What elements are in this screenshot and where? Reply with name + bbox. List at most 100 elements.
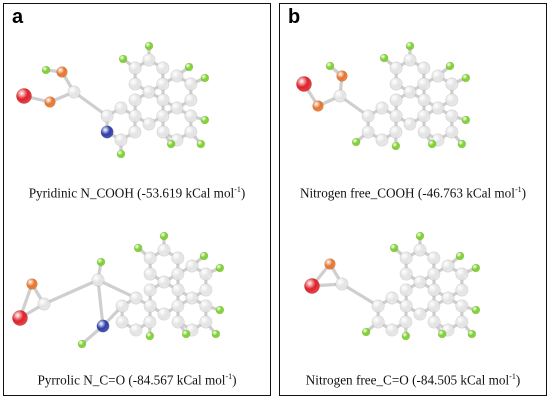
carbon-atom	[156, 93, 170, 107]
hydrogen-atom	[389, 243, 399, 253]
hydrogen-atom	[145, 331, 155, 341]
panel-letter: a	[12, 6, 24, 28]
hydrogen-atom	[471, 305, 481, 315]
carbon-atom	[403, 117, 417, 131]
hydrogen-atom	[199, 251, 209, 261]
carbon-atom	[445, 77, 459, 91]
carbon-atom	[185, 291, 199, 305]
hydrogen-atom	[96, 257, 106, 267]
hydrogen-atom	[41, 65, 51, 75]
carbon-atom	[128, 109, 142, 123]
hydrogen-atom	[457, 139, 467, 149]
hydrogen-atom	[184, 62, 194, 72]
carbon-atom	[143, 299, 157, 313]
carbon-atom	[455, 299, 469, 313]
carbon-atom	[67, 85, 81, 99]
molecule-pyridinic-n-cooh	[12, 41, 225, 349]
caption-pyridinic-n-cooh: Pyridinic N_COOH (-53.619 kCal mol-1)	[4, 185, 270, 201]
carbon-atom	[142, 53, 156, 67]
hydroxyl-oxygen-atom	[336, 70, 348, 82]
hydrogen-atom	[467, 329, 477, 339]
carbon-atom	[375, 101, 389, 115]
carbon-atom	[143, 267, 157, 281]
carbon-atom	[114, 133, 128, 147]
nitrogen-atom	[100, 125, 114, 139]
carbon-atom	[184, 93, 198, 107]
hydrogen-atom	[415, 231, 425, 241]
hydrogen-atom	[144, 41, 154, 51]
caption-close: )	[521, 185, 527, 201]
molecule-nitrogen-free-co-atoms	[304, 231, 481, 341]
caption-superscript: -1	[234, 185, 241, 194]
hydrogen-atom	[200, 115, 210, 125]
carbon-atom	[37, 297, 51, 311]
bond	[42, 278, 100, 306]
carbon-atom	[455, 267, 469, 281]
carbon-atom	[171, 267, 185, 281]
carbon-atom	[128, 93, 142, 107]
carbon-atom	[399, 251, 413, 265]
caption-superscript: -1	[225, 372, 233, 381]
carbon-atom	[399, 299, 413, 313]
nitrogen-atom	[96, 319, 110, 333]
carbon-atom	[143, 251, 157, 265]
panel-letter: b	[288, 6, 301, 28]
hydrogen-atom	[401, 331, 411, 341]
hydroxyl-oxygen-atom	[44, 96, 56, 108]
carbon-atom	[157, 243, 171, 257]
carbon-atom	[417, 93, 431, 107]
carbon-atom	[199, 315, 213, 329]
caption-close: )	[515, 372, 521, 388]
hydrogen-atom	[133, 243, 143, 253]
carbon-atom	[156, 77, 170, 91]
carbon-atom	[403, 85, 417, 99]
carbon-atom	[445, 109, 459, 123]
carbon-atom	[184, 125, 198, 139]
carbon-atom	[399, 267, 413, 281]
carbon-atom	[417, 109, 431, 123]
carbon-atom	[399, 283, 413, 297]
carbon-atom	[427, 283, 441, 297]
hydrogen-atom	[215, 263, 225, 273]
hydrogen-atom	[455, 251, 465, 261]
hydroxyl-oxygen-atom	[26, 278, 38, 290]
carbon-atom	[371, 299, 385, 313]
hydrogen-atom	[445, 61, 455, 71]
hydrogen-atom	[405, 41, 415, 51]
hydrogen-atom	[361, 327, 371, 337]
molecule-pyrrolic-n-co-atoms	[12, 231, 225, 349]
carbon-atom	[333, 89, 347, 103]
caption-close: )	[232, 372, 237, 388]
carbon-atom	[441, 291, 455, 305]
hydrogen-atom	[118, 54, 128, 64]
carbon-atom	[129, 291, 143, 305]
hydrogen-atom	[116, 149, 126, 159]
hydrogen-atom	[461, 73, 471, 83]
carbon-atom	[171, 283, 185, 297]
hydrogen-atom	[181, 329, 191, 339]
carbon-atom	[156, 125, 170, 139]
carbon-atom	[142, 85, 156, 99]
carbon-atom	[143, 283, 157, 297]
bond	[340, 282, 380, 308]
hydrogen-atom	[461, 115, 471, 125]
carbon-atom	[389, 125, 403, 139]
carbon-atom	[427, 267, 441, 281]
carbon-atom	[371, 315, 385, 329]
hydrogen-atom	[215, 305, 225, 315]
carbon-atom	[389, 61, 403, 75]
oxygen-atom	[304, 278, 320, 294]
carbon-atom	[417, 61, 431, 75]
caption-nitrogen-free-cooh: Nitrogen free_COOH (-46.763 kCal mol-1)	[280, 185, 546, 201]
carbon-atom	[171, 299, 185, 313]
carbon-atom	[375, 133, 389, 147]
carbon-atom	[114, 101, 128, 115]
caption-text: Pyrrolic N_C=O (-84.567 kCal mol	[37, 372, 226, 388]
caption-superscript: -1	[509, 372, 516, 381]
carbon-atom	[445, 93, 459, 107]
carbon-atom	[128, 77, 142, 91]
bond	[96, 278, 138, 300]
carbon-atom	[427, 315, 441, 329]
hydrogen-atom	[166, 139, 176, 149]
carbon-atom	[417, 77, 431, 91]
